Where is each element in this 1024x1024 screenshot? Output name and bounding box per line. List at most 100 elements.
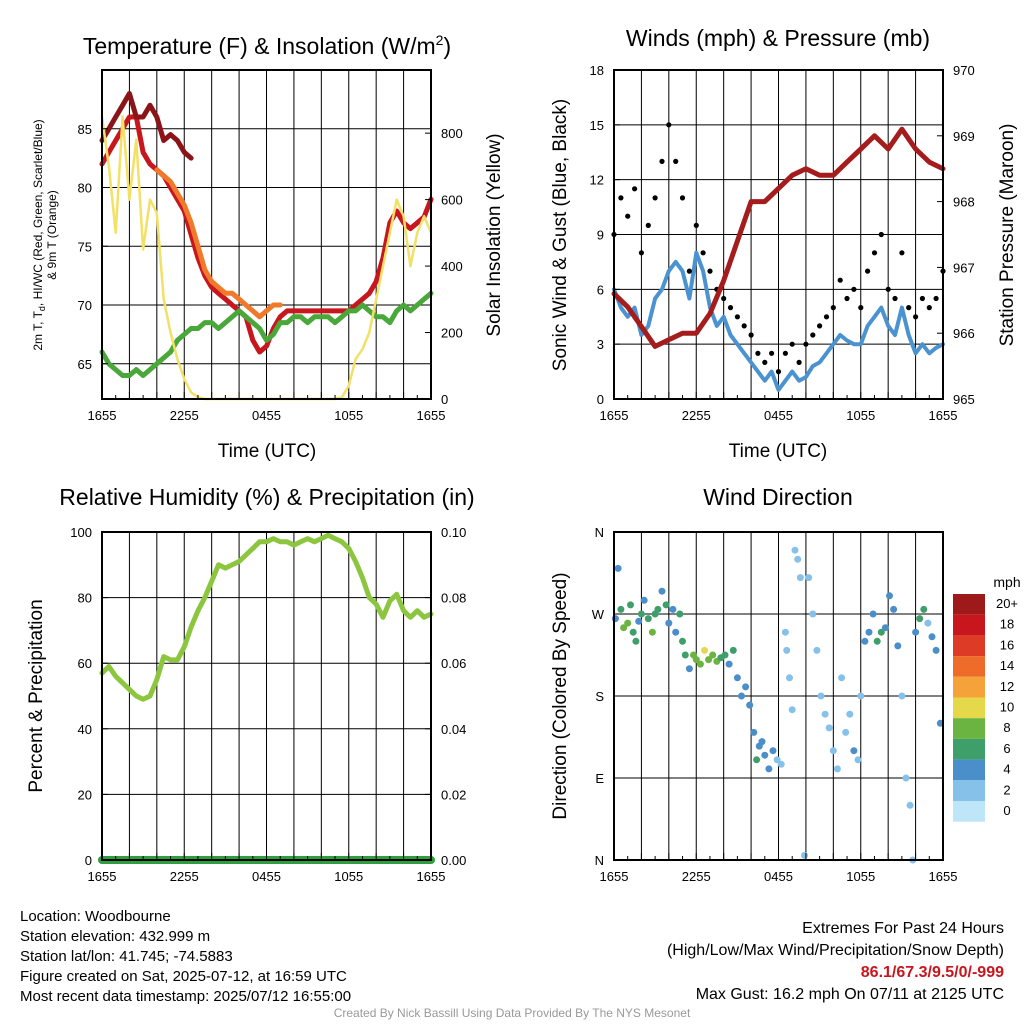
direction-point (781, 628, 789, 636)
wind-y-tick-label: 6 (597, 282, 604, 297)
gust-point (652, 195, 658, 201)
legend-label: 14 (1000, 658, 1014, 673)
station-info: Location: Woodbourne Station elevation: … (20, 907, 351, 1007)
direction-y-tick-label: S (595, 689, 604, 704)
humidity-ylabel: Percent & Precipitation (26, 599, 47, 792)
direction-point (721, 651, 729, 659)
direction-point (648, 628, 656, 636)
gust-point (878, 231, 884, 238)
direction-point (916, 615, 924, 623)
direction-point (791, 546, 799, 554)
elevation-line: Station elevation: 432.999 m (20, 928, 211, 945)
humidity-y-tick-label: 60 (78, 656, 92, 671)
direction-x-tick-label: 1055 (846, 869, 875, 884)
pressure-y-tick-label: 966 (953, 326, 975, 341)
direction-point (850, 747, 858, 755)
direction-point (809, 610, 817, 618)
direction-point (838, 674, 846, 682)
gust-point (775, 369, 782, 375)
direction-x-tick-label: 0455 (764, 869, 793, 884)
legend-label: 8 (1003, 720, 1010, 735)
direction-point (658, 587, 666, 595)
gust-point (817, 323, 823, 329)
pressure-ylabel: Station Pressure (Maroon) (997, 124, 1018, 347)
direction-point (679, 637, 686, 645)
humidity-y-tick-label: 0 (85, 853, 92, 868)
direction-point (801, 851, 808, 859)
temperature-ylabel-line1: 2m T, Td, HI/WC (Red, Green, Scarlet/Blu… (31, 119, 47, 350)
direction-point (729, 646, 737, 654)
direction-point (846, 710, 854, 718)
gust-point (858, 305, 864, 311)
direction-point (906, 801, 914, 809)
wind-y-tick-label: 0 (597, 392, 604, 407)
gust-point (913, 314, 919, 320)
direction-point (644, 615, 652, 623)
direction-point (750, 728, 758, 736)
direction-point (614, 564, 622, 572)
legend-swatch (953, 718, 985, 739)
gust-point (885, 286, 891, 292)
legend-label: 18 (1000, 617, 1014, 632)
direction-y-tick-label: E (595, 771, 604, 786)
winds-xlabel: Time (UTC) (729, 441, 828, 462)
precip-y-tick-label: 0.10 (441, 525, 466, 540)
direction-point (746, 701, 754, 709)
temperature-x-tick-label: 1655 (88, 408, 117, 423)
created-line: Figure created on Sat, 2025-07-12, at 16… (20, 968, 347, 985)
timestamp-line: Most recent data timestamp: 2025/07/12 1… (20, 988, 352, 1005)
gust-point (823, 314, 830, 320)
direction-point (928, 633, 936, 641)
gust-point (638, 250, 645, 256)
legend-label: 16 (1000, 637, 1014, 652)
gust-point (810, 332, 816, 338)
credit-line: Created By Nick Bassill Using Data Provi… (333, 1006, 691, 1020)
wind-y-tick-label: 12 (590, 173, 604, 188)
winds-x-tick-label: 1055 (846, 408, 875, 423)
humidity-panel: Relative Humidity (%) & Precipitation (i… (26, 484, 475, 884)
direction-point (761, 751, 769, 759)
gust-point (865, 268, 871, 274)
direction-point (894, 642, 902, 650)
direction-point (617, 605, 625, 613)
direction-point (890, 605, 898, 613)
direction-point (632, 637, 640, 645)
temperature-y-tick-label: 75 (78, 239, 92, 254)
winds-x-tick-label: 0455 (764, 408, 793, 423)
direction-point (865, 628, 873, 636)
gust-point (707, 268, 713, 274)
pressure-y-tick-label: 969 (953, 129, 975, 144)
insolation-y-tick-label: 0 (441, 392, 448, 407)
legend-swatch (953, 635, 985, 657)
direction-point (758, 738, 766, 746)
insolation-y-tick-label: 400 (441, 259, 463, 274)
temperature-y-tick-label: 70 (78, 298, 92, 313)
direction-point (932, 646, 940, 654)
gust-point (871, 250, 878, 256)
direction-point (869, 610, 877, 618)
winds-x-tick-label: 1655 (600, 408, 629, 423)
gust-point (830, 305, 836, 311)
extremes-title: Extremes For Past 24 Hours (802, 920, 1004, 937)
temperature-title: Temperature (F) & Insolation (W/m2) (83, 32, 451, 59)
direction-point (629, 628, 637, 636)
direction-point (825, 724, 833, 732)
insolation-y-tick-label: 800 (441, 126, 463, 141)
winds-x-tick-label: 1655 (929, 408, 958, 423)
direction-point (709, 651, 717, 659)
gust-point (762, 359, 768, 365)
direction-point (773, 756, 781, 764)
direction-point (873, 637, 881, 645)
dewpoint-line (99, 290, 434, 378)
precip-y-tick-label: 0.04 (441, 722, 466, 737)
direction-point (842, 728, 850, 736)
temperature-panel: Temperature (F) & Insolation (W/m2) 65 70… (31, 32, 505, 462)
direction-point (794, 555, 802, 563)
direction-ylabel: Direction (Colored By Speed) (550, 572, 571, 819)
gust-point (673, 158, 679, 164)
direction-title: Wind Direction (703, 484, 853, 510)
wind-y-tick-label: 3 (597, 337, 604, 352)
gust-point (632, 186, 638, 192)
